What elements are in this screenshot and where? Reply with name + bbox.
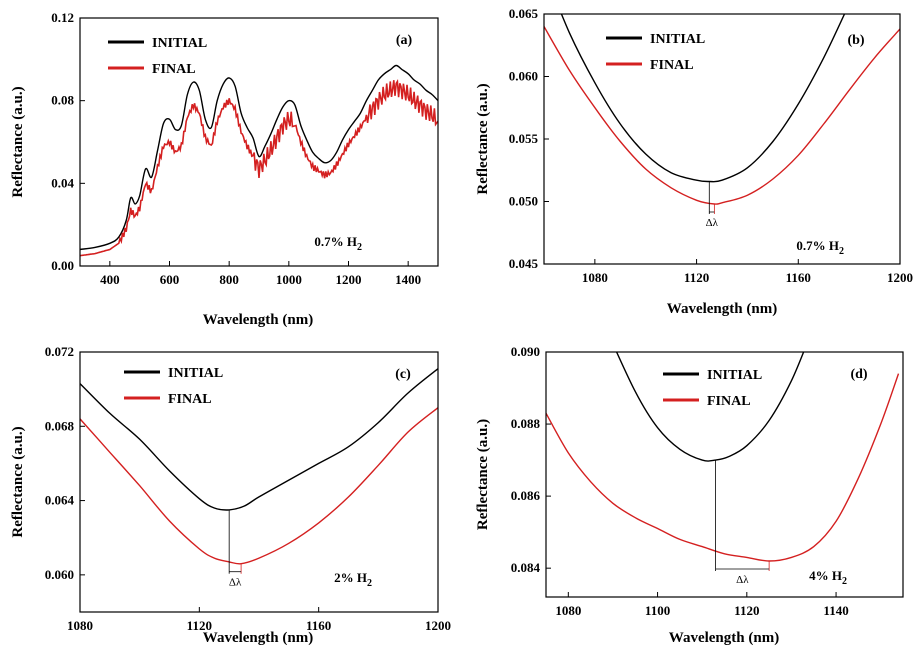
- y-tick-label: 0.064: [45, 493, 75, 508]
- plot-frame: [545, 351, 904, 598]
- x-tick-label: 1200: [425, 618, 451, 633]
- series-line-final: [80, 79, 438, 257]
- y-tick-label: 0.12: [51, 10, 74, 25]
- legend-label-final: FINAL: [650, 58, 694, 73]
- x-tick-label: 1160: [306, 618, 331, 633]
- x-tick-label: 1400: [395, 272, 421, 287]
- x-tick-label: 1160: [786, 270, 811, 285]
- x-tick-label: 1000: [276, 272, 302, 287]
- y-tick-label: 0.04: [51, 175, 74, 190]
- series-line-final: [80, 407, 438, 565]
- chart-panel-d: Δλ 1080 1100 1120 1140 0.084 0.086 0.088 0.090 Wa…: [475, 344, 904, 646]
- y-axis-title: Reflectance (a.u.): [10, 86, 26, 197]
- x-axis-title: Wavelength (nm): [203, 312, 313, 328]
- x-tick-label: 1080: [555, 603, 581, 618]
- delta-label: Δλ: [736, 574, 749, 586]
- y-tick-label: 0.088: [511, 416, 541, 431]
- chart-panel-b: Δλ 1080 1120 1160 1200 0.045 0.050 0.055 0.060 0.…: [475, 6, 913, 317]
- x-tick-label: 400: [100, 272, 120, 287]
- x-tick-label: 800: [219, 272, 239, 287]
- legend-label-initial: INITIAL: [152, 36, 207, 51]
- condition-text: 0.7% H: [314, 234, 357, 249]
- y-tick-label: 0.068: [45, 418, 75, 433]
- condition-subscript: 2: [839, 246, 844, 257]
- legend-label-initial: INITIAL: [707, 368, 762, 383]
- x-tick-label: 1140: [823, 603, 848, 618]
- x-axis-title: Wavelength (nm): [669, 630, 779, 646]
- x-axis-title: Wavelength (nm): [667, 301, 777, 317]
- condition-subscript: 2: [842, 576, 847, 587]
- y-axis-title: Reflectance (a.u.): [475, 83, 491, 194]
- y-tick-label: 0.084: [511, 560, 541, 575]
- legend-label-final: FINAL: [152, 62, 196, 77]
- condition-text: 2% H: [334, 570, 367, 585]
- legend-label-initial: INITIAL: [650, 32, 705, 47]
- y-tick-label: 0.060: [509, 69, 538, 84]
- series-line-final: [546, 373, 900, 562]
- series-line-initial: [80, 368, 438, 511]
- x-tick-label: 1100: [645, 603, 670, 618]
- y-tick-label: 0.065: [509, 6, 539, 21]
- panel-label: (d): [850, 367, 867, 382]
- y-tick-label: 0.060: [45, 567, 74, 582]
- series-line-final: [544, 26, 900, 205]
- y-tick-label: 0.08: [51, 93, 74, 108]
- x-tick-label: 1120: [734, 603, 759, 618]
- x-axis-title: Wavelength (nm): [203, 630, 313, 646]
- x-tick-label: 1200: [887, 270, 913, 285]
- condition-text: 0.7% H: [796, 238, 839, 253]
- x-tick-label: 1080: [582, 270, 608, 285]
- panel-label: (a): [396, 33, 413, 48]
- y-tick-label: 0.086: [511, 488, 541, 503]
- y-tick-label: 0.072: [45, 344, 74, 359]
- y-tick-label: 0.090: [511, 344, 540, 359]
- y-tick-label: 0.00: [51, 258, 74, 273]
- legend-label-final: FINAL: [707, 394, 751, 409]
- condition-label: 0.7% H2: [796, 238, 844, 257]
- x-tick-label: 1200: [336, 272, 362, 287]
- legend-label-final: FINAL: [168, 392, 212, 407]
- condition-subscript: 2: [367, 578, 372, 589]
- condition-label: 2% H2: [334, 570, 372, 589]
- chart-panel-c: Δλ 1080 1120 1160 1200 0.060 0.064 0.068 0.072 Wa…: [10, 344, 451, 646]
- delta-label: Δλ: [229, 577, 242, 589]
- condition-label: 0.7% H2: [314, 234, 362, 253]
- series-line-initial: [560, 14, 846, 183]
- y-tick-label: 0.055: [509, 131, 539, 146]
- condition-text: 4% H: [809, 568, 842, 583]
- delta-label: Δλ: [706, 217, 719, 229]
- y-axis-title: Reflectance (a.u.): [10, 426, 26, 537]
- panel-label: (c): [395, 367, 411, 382]
- y-axis-title: Reflectance (a.u.): [475, 419, 491, 530]
- condition-subscript: 2: [357, 242, 362, 253]
- x-tick-label: 1080: [67, 618, 93, 633]
- y-tick-label: 0.045: [509, 256, 539, 271]
- x-tick-label: 1120: [684, 270, 709, 285]
- plot-frame: [543, 13, 901, 265]
- series-line-initial: [80, 64, 438, 251]
- plot-frame: [79, 351, 439, 613]
- y-tick-label: 0.050: [509, 194, 538, 209]
- legend-label-initial: INITIAL: [168, 366, 223, 381]
- panel-label: (b): [847, 33, 864, 48]
- x-tick-label: 600: [160, 272, 180, 287]
- chart-panel-a: 400 600 800 1000 1200 1400 0.00 0.04 0.08 0.12 Wav…: [10, 10, 439, 328]
- plot-frame: [79, 17, 439, 267]
- condition-label: 4% H2: [809, 568, 847, 587]
- x-tick-label: 1120: [187, 618, 212, 633]
